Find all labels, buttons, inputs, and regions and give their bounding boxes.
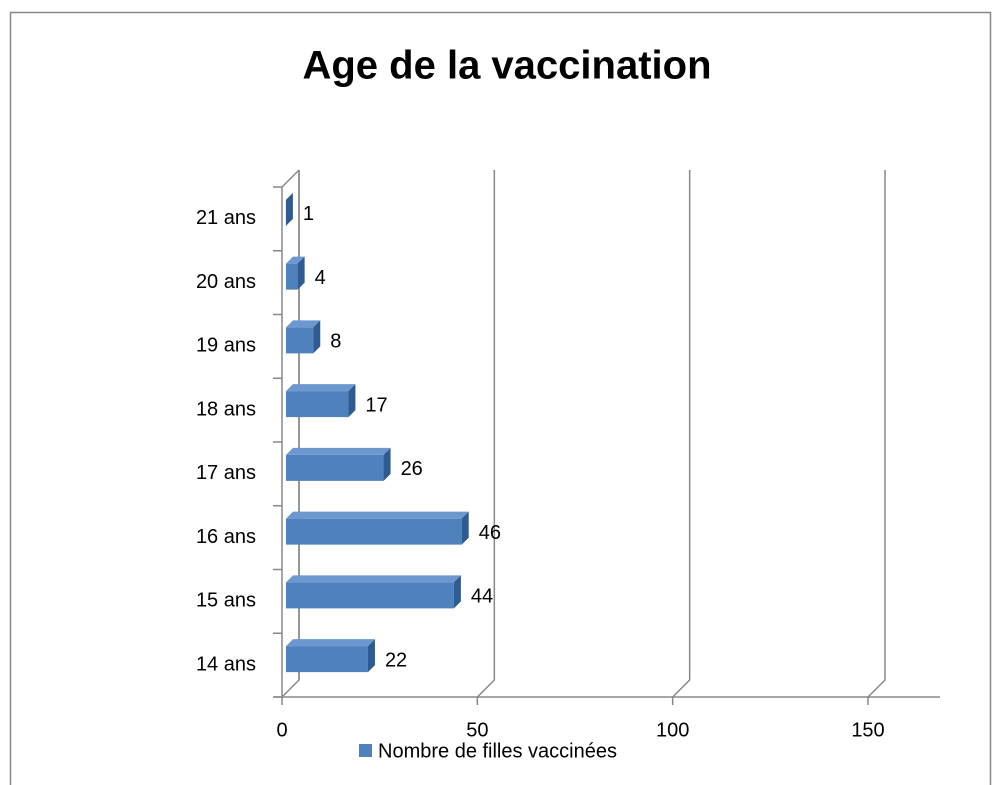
data-label: 46: [479, 522, 501, 544]
bar: [286, 511, 469, 545]
y-tick-label: 18 ans: [196, 398, 256, 420]
grid-line: [476, 170, 496, 698]
bar-side: [367, 639, 375, 673]
legend-label: Nombre de filles vaccinées: [378, 740, 617, 762]
data-label: 17: [365, 394, 387, 416]
data-label: 1: [303, 203, 314, 225]
bar-top: [286, 447, 391, 455]
bar: [286, 447, 391, 481]
bar-side: [313, 320, 321, 354]
bar: [286, 320, 321, 354]
data-label: 26: [401, 458, 423, 480]
data-label: 22: [385, 649, 407, 671]
x-tick-label: 100: [656, 719, 689, 741]
y-tick-label: 19 ans: [196, 335, 256, 357]
chart-border: [9, 11, 992, 785]
bar-front: [286, 263, 298, 290]
bar: [286, 384, 356, 418]
x-tick-label: 0: [276, 719, 287, 741]
data-label: 44: [471, 586, 493, 608]
bar-top: [286, 256, 305, 264]
bar-side: [297, 256, 305, 290]
bar-front: [286, 327, 314, 354]
grid-line: [867, 170, 886, 698]
bar-side: [285, 192, 293, 226]
y-tick-label: 15 ans: [196, 590, 256, 612]
bar-front: [286, 391, 349, 418]
bar-front: [286, 646, 368, 673]
y-tick-label: 21 ans: [196, 207, 256, 229]
bar-top: [286, 320, 321, 328]
bar-top: [286, 384, 356, 392]
bar-side: [461, 511, 469, 545]
y-tick-label: 14 ans: [196, 653, 256, 675]
bar-side: [453, 575, 461, 609]
grid-line: [281, 170, 300, 698]
bar: [285, 192, 293, 226]
bar: [286, 575, 461, 609]
bar-side: [348, 384, 356, 418]
y-tick-label: 20 ans: [196, 271, 256, 293]
bar-front: [286, 454, 384, 481]
grid-line: [672, 170, 691, 698]
x-tick-label: 150: [851, 719, 884, 741]
bar-top: [286, 575, 461, 583]
data-label: 8: [330, 331, 341, 353]
bar: [286, 639, 375, 673]
bar-top: [286, 511, 469, 519]
bar-side: [383, 447, 391, 481]
bar-front: [286, 582, 454, 609]
y-tick-label: 16 ans: [196, 526, 256, 548]
chart-title: Age de la vaccination: [302, 44, 711, 88]
data-label: 4: [315, 267, 326, 289]
bar-top: [286, 639, 375, 647]
x-tick-label: 50: [466, 719, 488, 741]
y-axis-top: [281, 169, 300, 188]
y-tick-label: 17 ans: [196, 462, 256, 484]
bar-front: [286, 518, 462, 545]
bar: [286, 256, 305, 290]
legend-swatch: [359, 744, 372, 757]
